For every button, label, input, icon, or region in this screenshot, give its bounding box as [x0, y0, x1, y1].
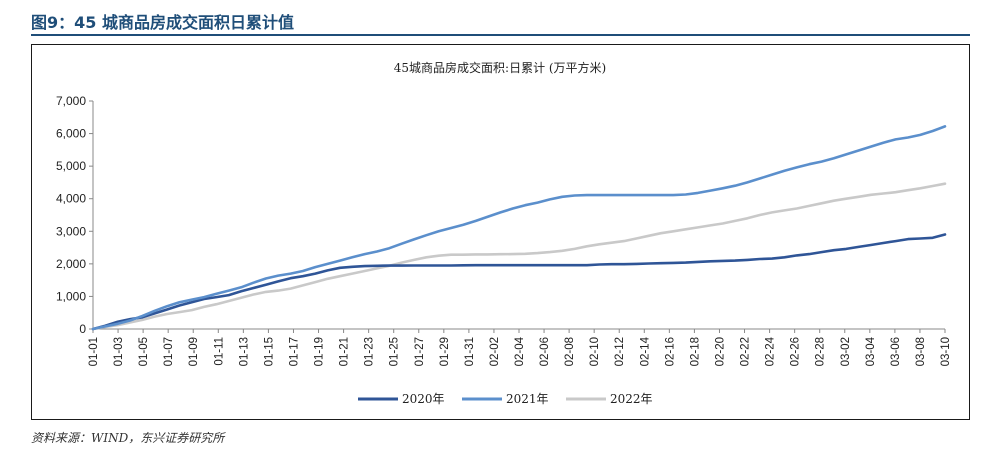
x-tick-label: 01-07 [163, 337, 175, 366]
title-rule [31, 34, 970, 36]
y-tick-label: 2,000 [56, 257, 86, 271]
x-tick-label: 01-03 [113, 337, 125, 366]
x-tick-label: 03-04 [865, 336, 877, 366]
x-tick-label: 01-11 [213, 337, 225, 366]
x-tick-label: 02-26 [790, 337, 802, 366]
x-tick-label: 01-21 [339, 337, 351, 366]
y-tick-label: 7,000 [56, 94, 86, 108]
x-tick-label: 02-18 [689, 337, 701, 366]
x-tick-label: 03-02 [840, 337, 852, 366]
x-tick-label: 01-13 [238, 337, 250, 366]
y-tick-label: 3,000 [56, 224, 86, 238]
x-tick-label: 01-01 [88, 337, 100, 366]
series-line-2021年 [91, 125, 947, 331]
x-tick-label: 01-25 [389, 337, 401, 366]
x-tick-label: 01-15 [263, 337, 275, 366]
x-tick-label: 01-19 [314, 337, 326, 366]
figure-title: 图9：45 城商品房成交面积日累计值 [31, 13, 294, 32]
x-tick-label: 03-10 [940, 337, 952, 366]
legend-label: 2022年 [610, 392, 653, 406]
x-tick-label: 02-16 [664, 337, 676, 366]
x-tick-label: 02-02 [489, 337, 501, 366]
x-tick-label: 01-05 [138, 337, 150, 366]
x-tick-label: 03-06 [890, 337, 902, 366]
x-tick-label: 02-08 [564, 337, 576, 366]
x-tick-label: 02-22 [740, 337, 752, 366]
x-tick-label: 01-31 [464, 337, 476, 366]
x-tick-label: 01-27 [414, 337, 426, 366]
y-tick-label: 4,000 [56, 192, 86, 206]
chart-frame [31, 44, 970, 420]
legend: 2020年 2021年 2022年 [358, 392, 653, 406]
y-tick-label: 6,000 [56, 127, 86, 141]
x-tick-label: 02-20 [714, 337, 726, 366]
x-tick-label: 01-29 [439, 337, 451, 366]
x-tick-label: 02-14 [639, 336, 651, 366]
series-line-2022年 [91, 182, 947, 331]
y-tick-label: 0 [79, 322, 86, 336]
plot-lines [91, 125, 947, 331]
y-tick-label: 1,000 [56, 289, 86, 303]
x-axis: 01-01 01-03 01-05 01-07 01-09 01-11 01-13 01-15… [88, 328, 952, 366]
x-tick-label: 01-09 [188, 337, 200, 366]
x-tick-label: 02-10 [589, 337, 601, 366]
x-tick-label: 01-17 [288, 337, 300, 366]
legend-label: 2020年 [402, 392, 445, 406]
x-tick-label: 02-24 [765, 336, 777, 366]
chart-title: 45城商品房成交面积:日累计 (万平方米) [394, 60, 607, 75]
legend-label: 2021年 [506, 392, 549, 406]
y-axis: 0 1,000 2,000 3,000 4,000 5,000 6,000 7,000 [56, 94, 94, 336]
y-tick-label: 5,000 [56, 159, 86, 173]
x-tick-label: 02-28 [815, 337, 827, 366]
x-tick-label: 02-12 [614, 337, 626, 366]
x-tick-label: 02-06 [539, 337, 551, 366]
x-tick-label: 03-08 [915, 337, 927, 366]
x-tick-label: 01-23 [364, 337, 376, 366]
source-note: 资料来源：WIND，东兴证券研究所 [31, 431, 225, 445]
series-line-2020年 [91, 233, 947, 331]
x-tick-label: 02-04 [514, 336, 526, 366]
